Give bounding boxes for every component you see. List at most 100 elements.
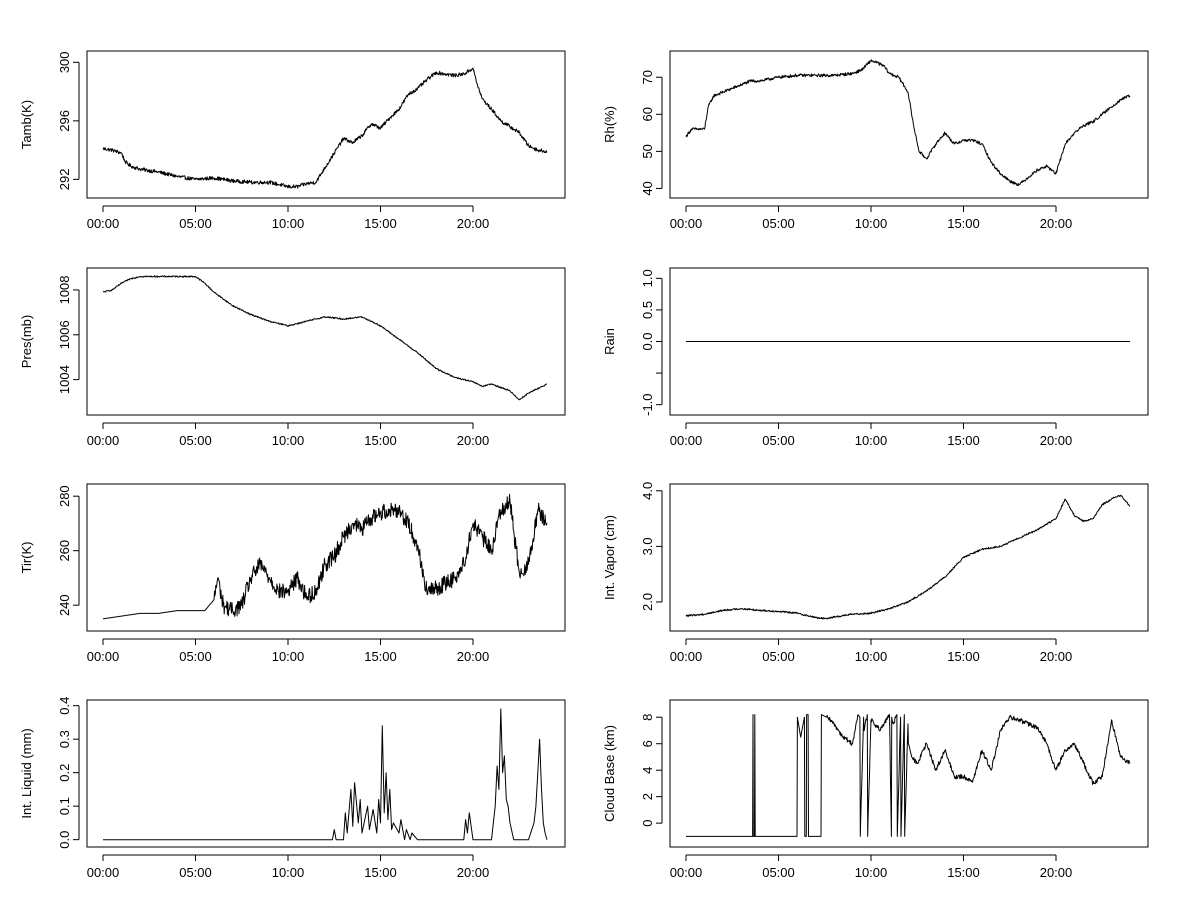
- y-tick-label-vapor: 3.0: [640, 537, 655, 555]
- panel-frame-liquid: [86, 699, 566, 848]
- y-tick-label-pres: 1004: [57, 365, 72, 394]
- x-tick-label-rain: 05:00: [762, 433, 795, 448]
- x-tick-label-tir: 10:00: [272, 649, 305, 664]
- x-tick-label-rh: 05:00: [762, 216, 795, 231]
- panel-tir: 00:00 05:00 10:00 15:00 20:00 240 260 280 Tir(K): [19, 483, 566, 664]
- x-tick-label-rh: 20:00: [1040, 216, 1073, 231]
- x-tick-label-vapor: 15:00: [947, 649, 980, 664]
- y-axis-label-liquid: Int. Liquid (mm): [19, 728, 34, 818]
- x-tick-label-liquid: 15:00: [364, 865, 397, 880]
- x-tick-label-cloudbase: 15:00: [947, 865, 980, 880]
- series-line-tamb: [102, 67, 548, 189]
- x-tick-label-tamb: 15:00: [364, 216, 397, 231]
- y-tick-label-liquid: 0.3: [57, 730, 72, 748]
- y-axis-label-pres: Pres(mb): [19, 315, 34, 368]
- series-line-liquid: [103, 708, 548, 841]
- x-tick-label-tamb: 10:00: [272, 216, 305, 231]
- x-tick-label-vapor: 20:00: [1040, 649, 1073, 664]
- y-tick-label-cloudbase: 2: [640, 793, 655, 800]
- x-tick-label-cloudbase: 00:00: [670, 865, 703, 880]
- y-tick-label-pres: 1008: [57, 275, 72, 304]
- x-tick-label-liquid: 05:00: [179, 865, 212, 880]
- panel-frame-cloudbase: [669, 699, 1149, 848]
- series-line-tir: [103, 493, 548, 620]
- panel-rain: 00:00 05:00 10:00 15:00 20:00 -1.0 0.0 0.5 1.0 Ra…: [602, 267, 1149, 448]
- x-tick-label-liquid: 10:00: [272, 865, 305, 880]
- x-tick-label-tamb: 20:00: [457, 216, 490, 231]
- y-tick-label-cloudbase: 8: [640, 714, 655, 721]
- y-axis-label-tamb: Tamb(K): [19, 100, 34, 149]
- y-axis-label-rh: Rh(%): [602, 106, 617, 143]
- y-tick-label-vapor: 4.0: [640, 482, 655, 500]
- y-tick-label-rh: 50: [640, 144, 655, 158]
- y-tick-label-tamb: 296: [57, 110, 72, 132]
- x-tick-label-rh: 15:00: [947, 216, 980, 231]
- y-tick-label-rh: 70: [640, 70, 655, 84]
- y-tick-label-tamb: 300: [57, 51, 72, 73]
- y-axis-label-vapor: Int. Vapor (cm): [602, 515, 617, 600]
- y-tick-label-vapor: 2.0: [640, 593, 655, 611]
- x-tick-label-cloudbase: 20:00: [1040, 865, 1073, 880]
- series-line-pres: [102, 275, 548, 401]
- x-tick-label-tir: 00:00: [87, 649, 120, 664]
- y-axis-label-cloudbase: Cloud Base (km): [602, 725, 617, 822]
- x-tick-label-pres: 10:00: [272, 433, 305, 448]
- y-tick-label-cloudbase: 4: [640, 767, 655, 774]
- x-tick-label-tir: 15:00: [364, 649, 397, 664]
- y-tick-label-liquid: 0.4: [57, 697, 72, 715]
- y-tick-label-rain: 0.5: [640, 301, 655, 319]
- x-tick-label-pres: 05:00: [179, 433, 212, 448]
- x-tick-label-rh: 00:00: [670, 216, 703, 231]
- series-line-cloudbase: [686, 714, 1131, 837]
- y-tick-label-tamb: 292: [57, 169, 72, 191]
- x-tick-label-liquid: 00:00: [87, 865, 120, 880]
- y-tick-label-cloudbase: 0: [640, 820, 655, 827]
- panel-frame-rh: [669, 50, 1149, 199]
- x-tick-label-tir: 05:00: [179, 649, 212, 664]
- x-tick-label-vapor: 05:00: [762, 649, 795, 664]
- x-tick-label-rain: 10:00: [855, 433, 888, 448]
- y-tick-label-rh: 40: [640, 181, 655, 195]
- x-tick-label-cloudbase: 05:00: [762, 865, 795, 880]
- series-line-vapor: [685, 494, 1131, 620]
- x-tick-label-pres: 00:00: [87, 433, 120, 448]
- y-tick-label-rain: -1.0: [640, 393, 655, 415]
- y-tick-label-tir: 280: [57, 485, 72, 507]
- y-tick-label-pres: 1006: [57, 320, 72, 349]
- x-tick-label-tir: 20:00: [457, 649, 490, 664]
- x-tick-label-rain: 00:00: [670, 433, 703, 448]
- panel-cloudbase: 00:00 05:00 10:00 15:00 20:00 0 2 4 6 8 Cloud Base…: [602, 699, 1149, 880]
- y-tick-label-liquid: 0.0: [57, 831, 72, 849]
- y-axis-label-tir: Tir(K): [19, 541, 34, 573]
- panel-tamb: 00:00 05:00 10:00 15:00 20:00 292 296 300 Tamb(K…: [19, 50, 566, 231]
- y-axis-label-rain: Rain: [602, 328, 617, 355]
- series-line-rh: [685, 59, 1131, 186]
- y-tick-label-rain: 1.0: [640, 269, 655, 287]
- x-tick-label-pres: 15:00: [364, 433, 397, 448]
- x-tick-label-tamb: 05:00: [179, 216, 212, 231]
- y-tick-label-rh: 60: [640, 107, 655, 121]
- panel-frame-vapor: [669, 483, 1149, 632]
- y-tick-label-tir: 260: [57, 540, 72, 562]
- panel-liquid: 00:00 05:00 10:00 15:00 20:00 0.0 0.1 0.2 0.3 0.4…: [19, 697, 566, 880]
- x-tick-label-vapor: 00:00: [670, 649, 703, 664]
- x-tick-label-pres: 20:00: [457, 433, 490, 448]
- y-tick-label-tir: 240: [57, 594, 72, 616]
- panel-pres: 00:00 05:00 10:00 15:00 20:00 1004 1006 1008 Pre…: [19, 267, 566, 448]
- y-tick-label-cloudbase: 6: [640, 740, 655, 747]
- x-tick-label-rain: 20:00: [1040, 433, 1073, 448]
- panel-frame-pres: [86, 267, 566, 416]
- panel-frame-rain: [669, 267, 1149, 416]
- x-tick-label-cloudbase: 10:00: [855, 865, 888, 880]
- x-tick-label-vapor: 10:00: [855, 649, 888, 664]
- y-tick-label-liquid: 0.1: [57, 797, 72, 815]
- x-tick-label-liquid: 20:00: [457, 865, 490, 880]
- panel-frame-tamb: [86, 50, 566, 199]
- x-tick-label-rain: 15:00: [947, 433, 980, 448]
- panel-vapor: 00:00 05:00 10:00 15:00 20:00 2.0 3.0 4.0 Int. V…: [602, 482, 1149, 664]
- y-tick-label-rain: 0.0: [640, 332, 655, 350]
- x-tick-label-tamb: 00:00: [87, 216, 120, 231]
- x-tick-label-rh: 10:00: [855, 216, 888, 231]
